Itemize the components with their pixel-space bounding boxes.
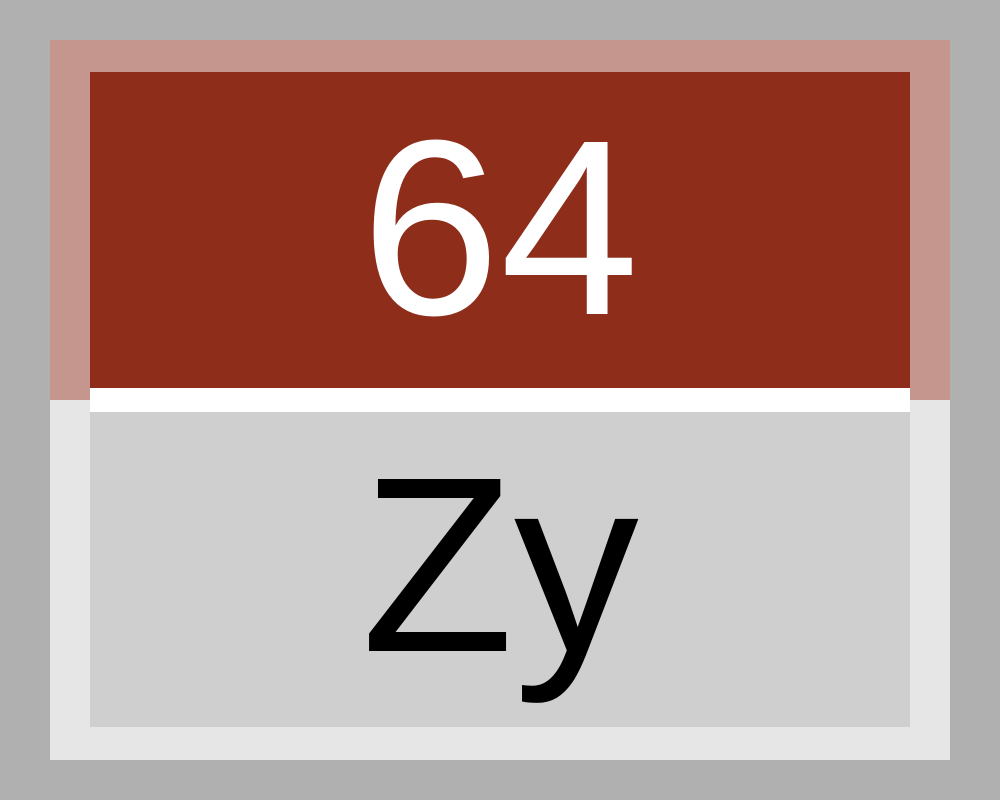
- label-panel: Zy: [90, 412, 910, 727]
- panel-divider: [90, 388, 910, 412]
- value-panel: 64: [90, 72, 910, 388]
- tile-label: Zy: [361, 424, 639, 704]
- tile-value: 64: [360, 88, 640, 367]
- tile-card: 64 Zy: [50, 40, 950, 760]
